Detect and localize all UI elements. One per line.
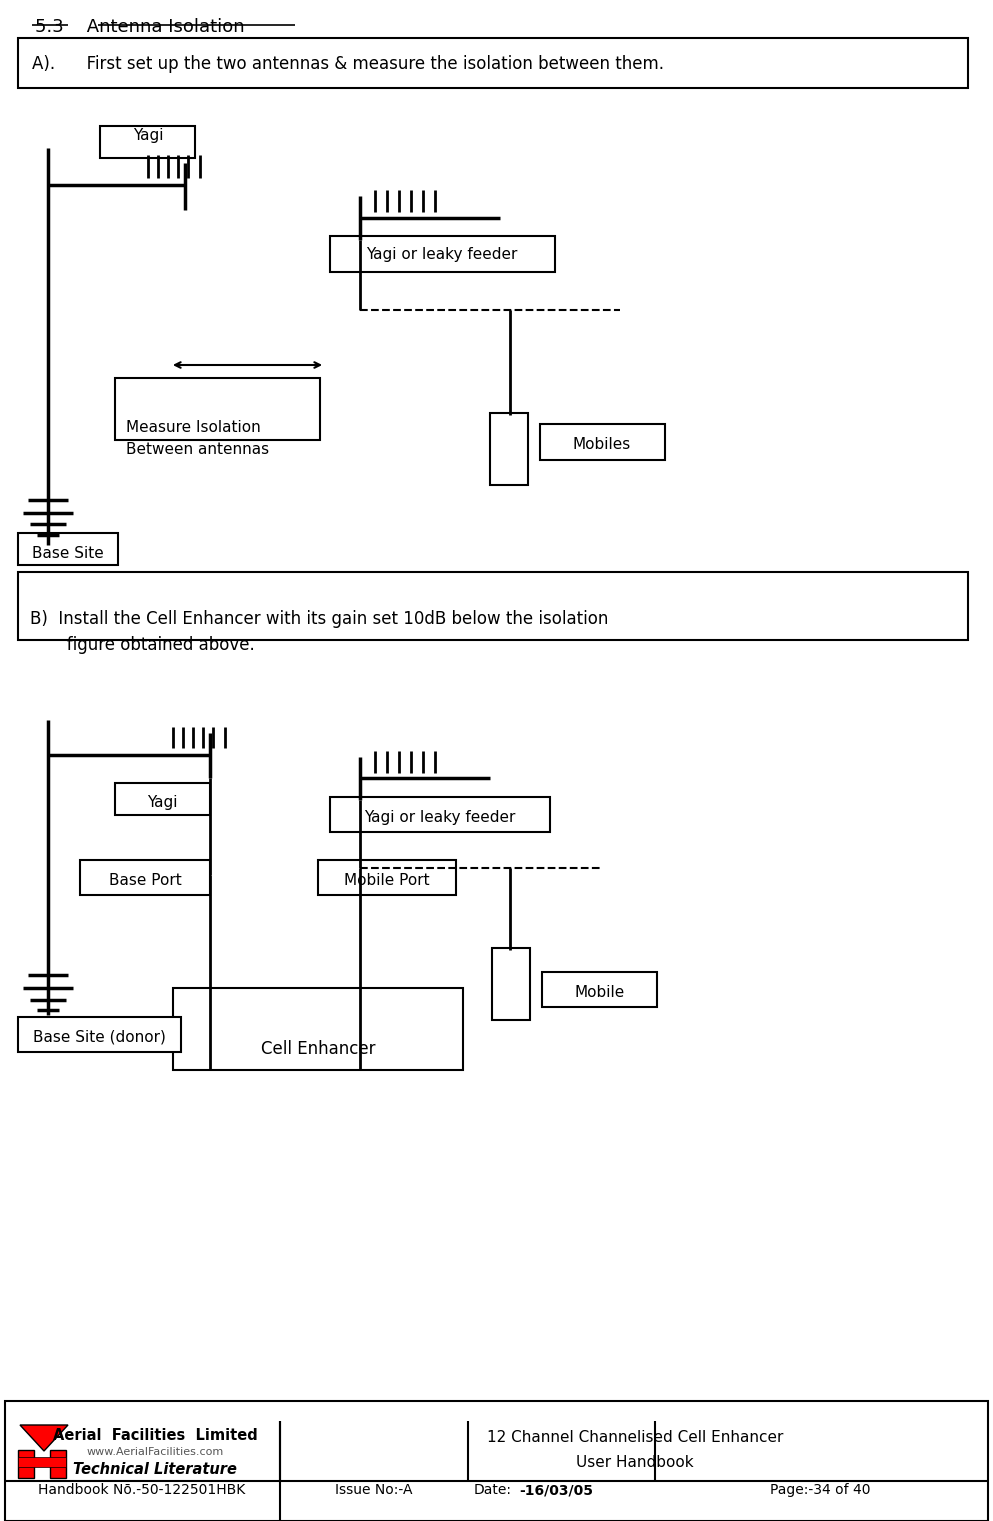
Bar — [115, 379, 320, 440]
Bar — [540, 424, 665, 459]
Polygon shape — [20, 1425, 68, 1451]
Bar — [18, 572, 968, 640]
Bar — [542, 972, 657, 1007]
Bar — [318, 859, 456, 894]
Bar — [80, 859, 210, 894]
Bar — [115, 783, 210, 815]
Text: Page:-34 of 40: Page:-34 of 40 — [770, 1483, 870, 1497]
Bar — [173, 989, 463, 1069]
Text: Base Site: Base Site — [32, 546, 104, 561]
Bar — [330, 236, 555, 272]
Text: Issue No:-A: Issue No:-A — [336, 1483, 413, 1497]
Bar — [5, 1401, 988, 1521]
Text: Technical Literature: Technical Literature — [73, 1462, 237, 1477]
Text: 12 Channel Channelised Cell Enhancer
User Handbook: 12 Channel Channelised Cell Enhancer Use… — [487, 1430, 783, 1469]
Text: -16/03/05: -16/03/05 — [519, 1483, 593, 1497]
Bar — [18, 38, 968, 88]
Text: Yagi or leaky feeder: Yagi or leaky feeder — [364, 811, 515, 824]
Text: Yagi: Yagi — [133, 128, 163, 143]
Text: Cell Enhancer: Cell Enhancer — [261, 1040, 375, 1059]
Text: Mobiles: Mobiles — [573, 437, 632, 452]
Text: Aerial  Facilities  Limited: Aerial Facilities Limited — [53, 1428, 257, 1443]
Text: Mobile Port: Mobile Port — [345, 873, 430, 888]
Text: Yagi: Yagi — [147, 795, 177, 811]
Text: Yagi or leaky feeder: Yagi or leaky feeder — [366, 246, 517, 262]
Text: Mobile: Mobile — [575, 986, 626, 999]
Text: Date:: Date: — [474, 1483, 512, 1497]
Text: Measure Isolation
Between antennas: Measure Isolation Between antennas — [126, 420, 269, 458]
Bar — [18, 532, 118, 564]
Text: A).      First set up the two antennas & measure the isolation between them.: A). First set up the two antennas & meas… — [32, 55, 664, 73]
Text: Base Site (donor): Base Site (donor) — [33, 1030, 166, 1045]
Bar — [18, 1018, 181, 1053]
Text: 5.3    Antenna Isolation: 5.3 Antenna Isolation — [35, 18, 244, 37]
Bar — [18, 1457, 66, 1466]
Bar — [18, 1450, 34, 1478]
Bar — [490, 414, 528, 485]
Text: Base Port: Base Port — [108, 873, 182, 888]
Bar — [330, 797, 550, 832]
Text: www.AerialFacilities.com: www.AerialFacilities.com — [86, 1446, 223, 1457]
Bar — [492, 948, 530, 1021]
Bar — [50, 1450, 66, 1478]
Text: Handbook Nō.-50-122501HBK: Handbook Nō.-50-122501HBK — [39, 1483, 245, 1497]
Bar — [100, 126, 195, 158]
Text: B)  Install the Cell Enhancer with its gain set 10dB below the isolation
       : B) Install the Cell Enhancer with its ga… — [30, 610, 609, 654]
